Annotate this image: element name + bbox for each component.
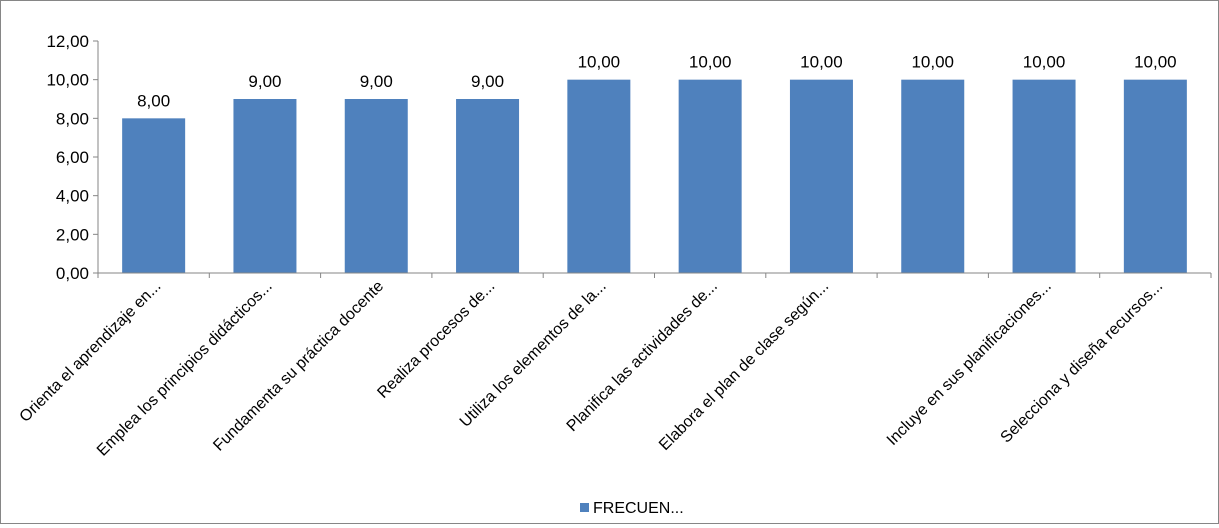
data-label: 8,00 xyxy=(137,91,170,110)
data-label: 10,00 xyxy=(800,53,843,72)
y-tick-label: 10,00 xyxy=(46,71,89,90)
y-tick-label: 12,00 xyxy=(46,32,89,51)
y-tick-label: 6,00 xyxy=(56,148,89,167)
legend: FRECUEN... xyxy=(580,500,684,517)
data-label: 9,00 xyxy=(248,72,281,91)
bar xyxy=(567,79,631,274)
data-labels: 8,00 9,00 9,00 9,00 10,00 10,00 10,00 10,00 10,0… xyxy=(137,53,1177,111)
data-label: 10,00 xyxy=(578,53,621,72)
data-label: 10,00 xyxy=(911,53,954,72)
bar xyxy=(678,79,742,274)
legend-label: FRECUEN... xyxy=(593,500,684,517)
bar xyxy=(1012,79,1076,274)
y-tick-label: 8,00 xyxy=(56,109,89,128)
legend-swatch xyxy=(580,503,589,512)
data-label: 10,00 xyxy=(1134,53,1177,72)
data-label: 10,00 xyxy=(689,53,732,72)
y-tick-label: 4,00 xyxy=(56,187,89,206)
data-label: 9,00 xyxy=(360,72,393,91)
x-axis: Orienta el aprendizaje en...Emplea los p… xyxy=(17,272,1212,460)
data-label: 10,00 xyxy=(1023,53,1066,72)
y-tick-label: 2,00 xyxy=(56,225,89,244)
y-axis: 0,00 2,00 4,00 6,00 8,00 10,00 12,00 xyxy=(46,32,99,283)
bar xyxy=(122,118,186,273)
bar xyxy=(233,99,297,273)
data-label: 9,00 xyxy=(471,72,504,91)
bar xyxy=(344,99,408,273)
bars xyxy=(122,79,1187,274)
y-tick-label: 0,00 xyxy=(56,264,89,283)
x-tick-label: Realiza procesos de... xyxy=(374,278,498,402)
bar xyxy=(1123,79,1187,274)
bar xyxy=(789,79,853,274)
bar xyxy=(456,99,520,273)
x-tick-label: Emplea los principios didácticos... xyxy=(94,278,276,460)
bar xyxy=(901,79,965,274)
